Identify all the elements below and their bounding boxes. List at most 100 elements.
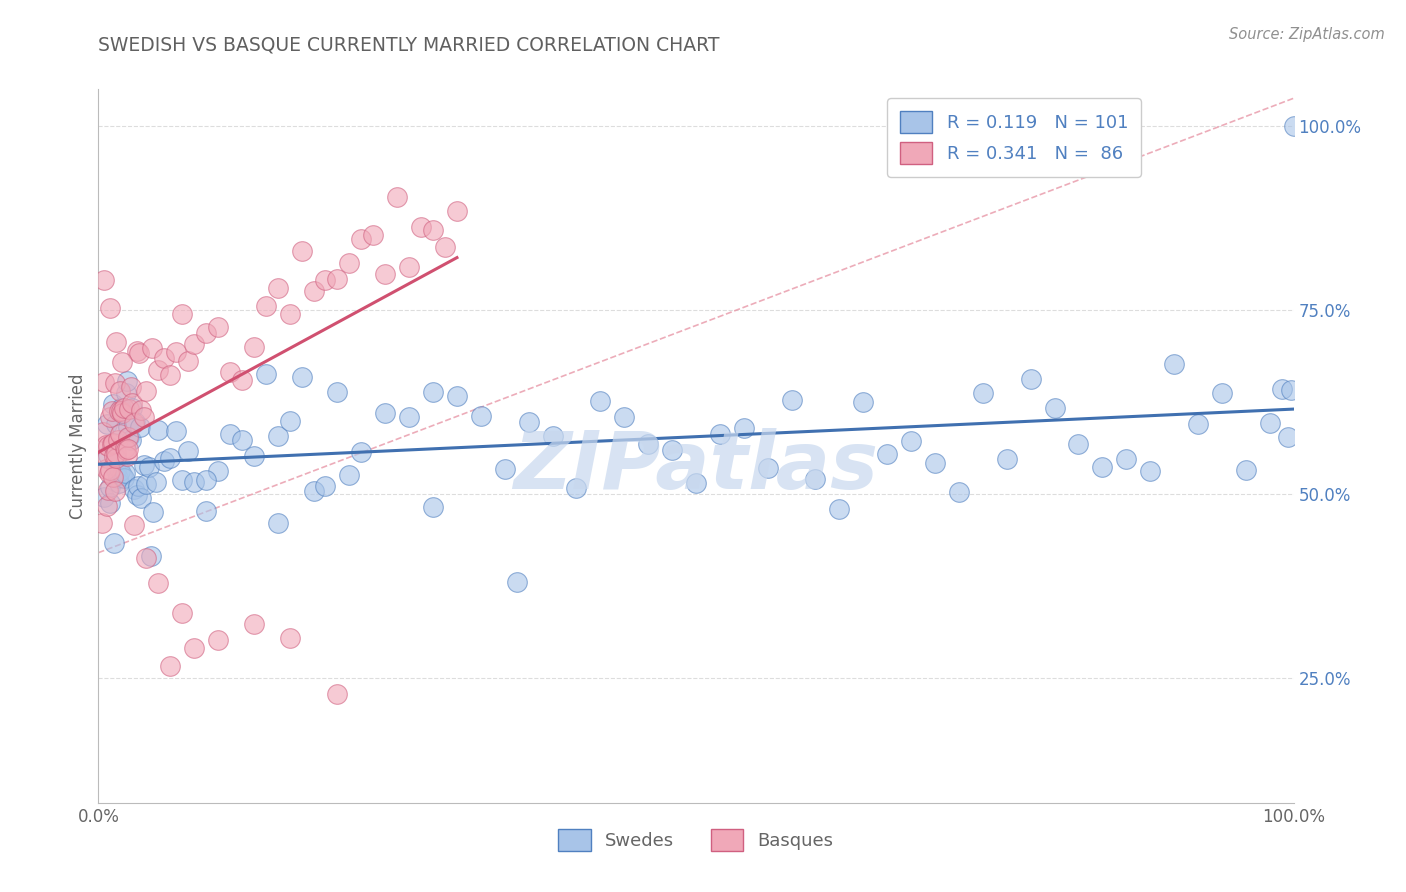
Point [108, 384, 131, 399]
Point [422, 384, 444, 399]
Point [1277, 430, 1299, 444]
Point [709, 427, 731, 442]
Point [111, 355, 134, 369]
Text: Source: ZipAtlas.com: Source: ZipAtlas.com [1229, 27, 1385, 42]
Point [139, 549, 162, 563]
Point [124, 415, 146, 429]
Point [924, 456, 946, 470]
Point [685, 476, 707, 491]
Point [506, 574, 529, 589]
Point [97, 448, 120, 462]
Point [104, 483, 127, 498]
Point [254, 367, 277, 381]
Point [219, 427, 242, 442]
Point [1234, 462, 1257, 476]
Point [105, 417, 128, 431]
Point [172, 607, 194, 621]
Point [107, 471, 129, 485]
Point [278, 414, 301, 428]
Point [422, 223, 444, 237]
Point [177, 444, 200, 458]
Point [117, 442, 139, 457]
Text: ZIPatlas: ZIPatlas [513, 428, 879, 507]
Point [93, 490, 115, 504]
Point [94, 462, 117, 476]
Point [112, 401, 135, 415]
Point [153, 454, 176, 468]
Point [129, 420, 152, 434]
Point [637, 437, 659, 451]
Point [267, 429, 290, 443]
Point [97, 483, 120, 497]
Point [165, 344, 187, 359]
Point [339, 256, 361, 270]
Point [1115, 452, 1137, 467]
Point [131, 491, 153, 506]
Point [101, 397, 124, 411]
Point [517, 415, 540, 429]
Point [97, 439, 120, 453]
Point [876, 447, 898, 461]
Point [374, 406, 396, 420]
Point [1271, 382, 1294, 396]
Point [350, 232, 373, 246]
Point [128, 346, 150, 360]
Point [115, 385, 138, 400]
Point [302, 284, 325, 298]
Point [112, 470, 135, 484]
Point [1258, 416, 1281, 430]
Point [135, 477, 157, 491]
Point [780, 393, 803, 408]
Point [733, 421, 755, 435]
Point [243, 616, 266, 631]
Point [446, 203, 468, 218]
Point [183, 641, 205, 656]
Point [422, 500, 444, 514]
Point [135, 384, 157, 398]
Point [111, 406, 134, 420]
Point [1187, 417, 1209, 431]
Point [589, 394, 612, 409]
Point [111, 467, 134, 482]
Point [565, 481, 588, 495]
Point [98, 409, 122, 424]
Point [267, 281, 290, 295]
Point [141, 341, 163, 355]
Point [115, 442, 138, 457]
Point [117, 420, 139, 434]
Point [398, 409, 420, 424]
Point [91, 516, 114, 530]
Point [125, 343, 148, 358]
Point [804, 472, 827, 486]
Point [117, 429, 139, 443]
Point [91, 425, 114, 440]
Point [114, 441, 136, 455]
Legend: Swedes, Basques: Swedes, Basques [551, 822, 841, 858]
Point [120, 380, 142, 394]
Point [104, 376, 127, 391]
Point [291, 244, 314, 258]
Point [132, 409, 155, 424]
Point [302, 484, 325, 499]
Point [108, 464, 131, 478]
Point [1067, 437, 1090, 451]
Point [121, 401, 143, 415]
Point [195, 473, 218, 487]
Point [219, 365, 242, 379]
Point [207, 320, 229, 334]
Point [494, 462, 516, 476]
Point [315, 478, 337, 492]
Point [446, 389, 468, 403]
Point [291, 370, 314, 384]
Point [207, 632, 229, 647]
Point [374, 267, 396, 281]
Point [165, 424, 187, 438]
Point [148, 575, 170, 590]
Point [183, 337, 205, 351]
Point [470, 409, 492, 423]
Point [124, 518, 146, 533]
Point [121, 396, 143, 410]
Point [339, 467, 361, 482]
Point [98, 480, 122, 494]
Point [98, 467, 121, 481]
